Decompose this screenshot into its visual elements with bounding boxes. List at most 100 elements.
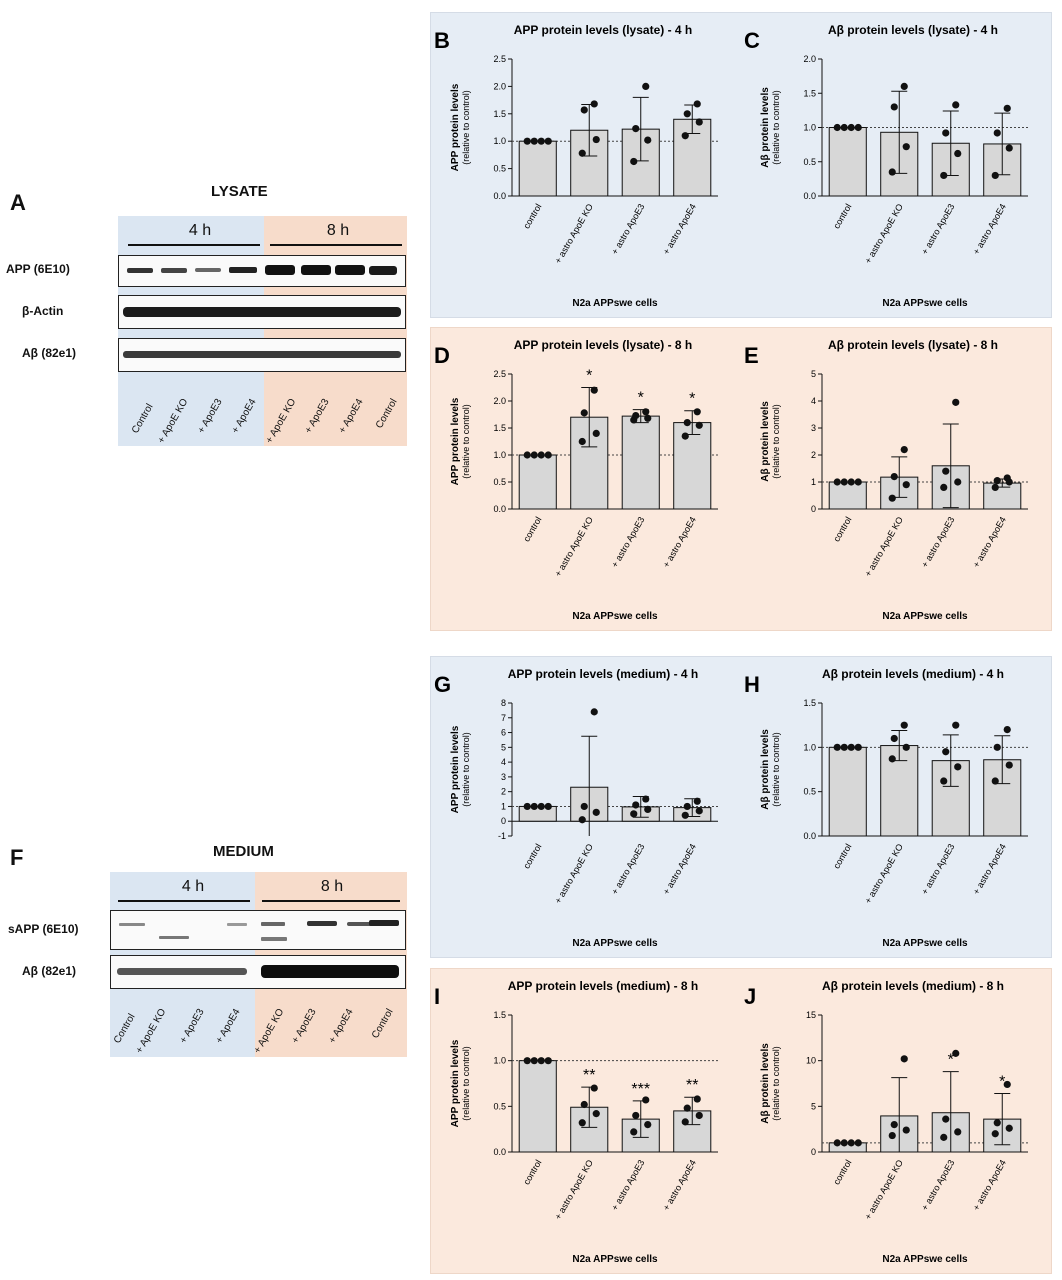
data-point xyxy=(940,171,948,180)
data-point xyxy=(942,748,950,756)
x-tick-label: + astro ApoE3 xyxy=(919,202,956,256)
data-point xyxy=(537,802,545,811)
data-point xyxy=(833,1139,841,1147)
data-point xyxy=(681,132,689,140)
y-tick-label: 1.0 xyxy=(803,123,816,133)
data-point xyxy=(993,743,1001,751)
data-point xyxy=(888,1131,896,1140)
y-tick-label: 1.5 xyxy=(493,109,506,119)
panel-letter-a: A xyxy=(10,190,26,215)
chart-title: APP protein levels (medium) - 8 h xyxy=(508,979,699,993)
bar xyxy=(880,745,919,837)
y-axis-label-sub: (relative to control) xyxy=(771,732,781,807)
medium-title: MEDIUM xyxy=(213,843,274,860)
y-tick-label: -1 xyxy=(498,831,506,841)
x-tick-label: control xyxy=(831,1158,853,1186)
chart-panel-h: H Aβ protein levels (medium) - 4 h Aβ prot… xyxy=(742,658,1048,954)
chart-b: B APP protein levels (lysate) - 4 h APP pr… xyxy=(434,23,718,309)
x-tick-label: + astro ApoE3 xyxy=(609,842,646,896)
data-point xyxy=(1005,1124,1013,1132)
data-point xyxy=(683,419,691,427)
data-point xyxy=(544,451,552,459)
x-axis-label: N2a APPswe cells xyxy=(882,1254,968,1265)
data-point xyxy=(1003,726,1011,734)
data-point xyxy=(952,721,960,729)
data-point xyxy=(592,429,600,437)
data-point xyxy=(942,467,950,475)
data-point xyxy=(580,1100,588,1109)
x-tick-label: + astro ApoE KO xyxy=(863,1158,905,1221)
band xyxy=(229,267,257,273)
x-tick-label: + astro ApoE4 xyxy=(661,515,698,569)
data-point xyxy=(578,816,586,824)
x-tick-label: + astro ApoE4 xyxy=(661,842,698,896)
chart-title: Aβ protein levels (lysate) - 8 h xyxy=(828,338,998,352)
data-point xyxy=(537,1057,545,1065)
data-point xyxy=(592,1110,600,1118)
data-point xyxy=(695,1111,703,1120)
data-point xyxy=(642,82,650,90)
bar xyxy=(518,454,557,510)
significance-mark: * xyxy=(948,1052,954,1069)
y-tick-label: 1 xyxy=(501,801,506,811)
data-point xyxy=(544,1057,552,1065)
data-point xyxy=(644,414,652,422)
y-axis-label-sub: (relative to control) xyxy=(461,1046,471,1121)
chart-title: Aβ protein levels (lysate) - 4 h xyxy=(828,23,998,37)
data-point xyxy=(888,755,896,763)
x-tick-label: + astro ApoE4 xyxy=(971,202,1008,256)
y-axis-label: Aβ protein levels xyxy=(760,729,771,810)
y-tick-label: 0 xyxy=(811,1147,816,1157)
data-point xyxy=(993,129,1001,137)
data-point xyxy=(644,136,652,144)
data-point xyxy=(854,123,862,132)
data-point xyxy=(991,777,999,785)
x-axis-label: N2a APPswe cells xyxy=(882,611,968,622)
data-point xyxy=(940,777,948,785)
y-tick-label: 10 xyxy=(806,1056,816,1066)
medium-group-line-4h xyxy=(118,900,250,902)
y-tick-label: 0.0 xyxy=(493,504,506,514)
chart-d: D APP protein levels (lysate) - 8 h APP pr… xyxy=(434,338,718,622)
band xyxy=(119,923,145,926)
y-tick-label: 5 xyxy=(811,1101,816,1111)
y-tick-label: 1.0 xyxy=(493,136,506,146)
significance-mark: * xyxy=(999,1074,1005,1091)
y-tick-label: 0.5 xyxy=(493,477,506,487)
data-point xyxy=(833,478,841,486)
data-point xyxy=(544,137,552,145)
x-tick-label: + astro ApoE KO xyxy=(553,1158,595,1221)
chart-panel-c: C Aβ protein levels (lysate) - 4 h Aβ prot… xyxy=(742,14,1048,314)
x-tick-label: + astro ApoE4 xyxy=(971,842,1008,896)
band xyxy=(161,268,187,273)
x-tick-label: + astro ApoE3 xyxy=(609,515,646,569)
chart-panel-g: G APP protein levels (medium) - 4 h APP pr… xyxy=(432,658,738,954)
y-tick-label: 0.0 xyxy=(803,831,816,841)
data-point xyxy=(630,1128,638,1136)
band xyxy=(159,936,189,939)
x-tick-label: + astro ApoE KO xyxy=(553,842,595,905)
data-point xyxy=(902,1126,910,1134)
x-tick-label: + astro ApoE KO xyxy=(553,515,595,578)
x-tick-label: control xyxy=(831,842,853,870)
band xyxy=(123,307,401,317)
x-axis-label: N2a APPswe cells xyxy=(572,611,658,622)
data-point xyxy=(1003,104,1011,112)
x-tick-label: + astro ApoE3 xyxy=(919,842,956,896)
band xyxy=(265,265,295,275)
chart-letter: E xyxy=(744,343,759,368)
data-point xyxy=(888,168,896,176)
data-point xyxy=(590,1084,598,1092)
chart-panel-d: D APP protein levels (lysate) - 8 h APP pr… xyxy=(432,329,738,627)
lysate-app-bands xyxy=(127,265,397,275)
x-tick-label: control xyxy=(831,202,853,230)
y-axis-label-sub: (relative to control) xyxy=(771,1046,781,1121)
band xyxy=(227,923,247,926)
data-point xyxy=(693,408,701,416)
y-axis-label: Aβ protein levels xyxy=(760,401,771,482)
y-axis-label-sub: (relative to control) xyxy=(771,90,781,165)
y-axis-label: Aβ protein levels xyxy=(760,87,771,168)
chart-j: J Aβ protein levels (medium) - 8 h Aβ prot… xyxy=(744,979,1028,1265)
y-tick-label: 2 xyxy=(501,787,506,797)
y-tick-label: 1.5 xyxy=(493,423,506,433)
